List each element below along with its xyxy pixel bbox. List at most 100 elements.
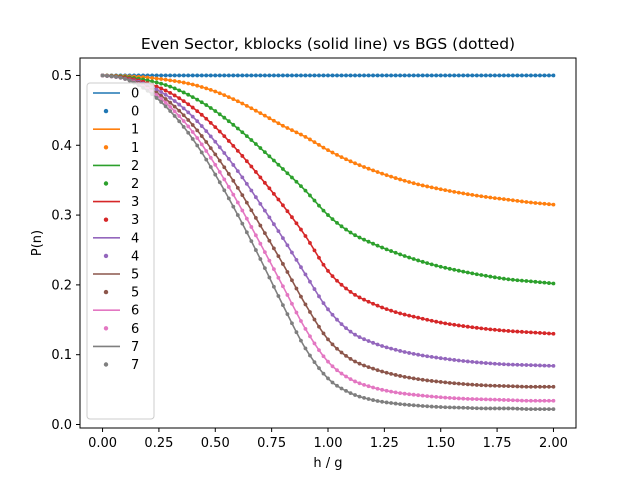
data-point (294, 286, 299, 291)
data-point (474, 397, 479, 402)
data-point (326, 73, 330, 78)
data-point (506, 197, 511, 202)
data-point (353, 292, 357, 297)
data-point (244, 73, 249, 78)
data-point (231, 163, 236, 167)
x-axis-label: h / g (313, 456, 342, 471)
data-point (186, 81, 191, 86)
data-point (317, 73, 321, 78)
data-point (226, 196, 231, 201)
data-point (371, 398, 375, 402)
data-point (312, 140, 317, 145)
data-point (492, 73, 497, 78)
data-point (479, 383, 484, 388)
data-point (344, 157, 348, 162)
data-point (308, 73, 312, 78)
data-point (186, 130, 191, 135)
data-point (168, 95, 173, 100)
data-point (411, 181, 416, 186)
data-point (177, 108, 182, 113)
data-point (190, 114, 195, 119)
data-point (172, 109, 177, 114)
data-point (407, 73, 412, 78)
data-point (321, 208, 326, 213)
data-point (244, 103, 249, 108)
data-point (506, 329, 511, 333)
data-point (244, 159, 249, 164)
data-point (294, 130, 299, 135)
data-point (172, 93, 177, 98)
data-point (271, 118, 276, 123)
data-point (425, 317, 430, 322)
data-point (226, 73, 231, 78)
data-point (168, 104, 173, 109)
data-point (348, 159, 353, 164)
data-point (362, 297, 366, 302)
data-point (384, 247, 389, 252)
data-point (321, 73, 326, 78)
data-point (213, 172, 218, 177)
data-point (308, 334, 312, 339)
data-point (267, 215, 272, 220)
legend-dot-swatch (103, 108, 109, 114)
legend-label: 7 (131, 340, 139, 355)
data-point (389, 401, 394, 405)
data-point (154, 84, 159, 89)
data-point (226, 95, 231, 99)
data-point (172, 104, 177, 109)
data-point (159, 73, 164, 78)
data-point (497, 383, 502, 388)
data-point (285, 126, 290, 130)
data-point (258, 146, 263, 150)
data-point (483, 383, 488, 388)
legend-dot-swatch (103, 145, 109, 150)
data-point (362, 165, 366, 169)
data-point (303, 188, 308, 193)
legend-entry: 5 (93, 268, 139, 283)
data-point (168, 91, 173, 95)
x-tick-label: 0.50 (201, 436, 230, 451)
data-point (294, 179, 299, 184)
data-point (262, 113, 267, 118)
data-point (294, 257, 299, 262)
data-point (538, 407, 542, 412)
legend-entry: 1 (93, 123, 139, 138)
data-point (281, 236, 285, 241)
data-point (172, 86, 177, 91)
data-point (312, 360, 317, 365)
data-point (267, 154, 272, 159)
data-point (186, 124, 191, 129)
data-point (303, 73, 308, 78)
data-point (181, 80, 186, 85)
data-point (434, 395, 439, 399)
data-point (281, 123, 285, 128)
data-point (443, 188, 448, 193)
data-point (222, 165, 227, 170)
data-point (222, 188, 227, 193)
data-point (267, 116, 272, 121)
data-point (420, 393, 425, 398)
data-point (190, 82, 195, 87)
data-point (488, 274, 493, 279)
data-point (335, 73, 339, 78)
data-point (452, 73, 457, 78)
data-point (357, 235, 362, 240)
data-point (411, 376, 416, 381)
data-point (538, 331, 542, 335)
legend-entry: 7 (93, 340, 139, 355)
data-point (529, 398, 533, 403)
data-point (253, 248, 258, 252)
legend-entry: 3 (93, 195, 139, 210)
chart-title: Even Sector, kblocks (solid line) vs BGS… (141, 35, 515, 53)
data-point (339, 322, 344, 327)
data-point (177, 79, 182, 84)
data-point (226, 157, 231, 161)
data-point (253, 233, 258, 238)
data-point (488, 327, 493, 332)
data-point (465, 324, 470, 329)
data-point (195, 136, 200, 140)
data-point (456, 405, 461, 410)
data-point (181, 90, 186, 95)
data-point (375, 170, 380, 174)
